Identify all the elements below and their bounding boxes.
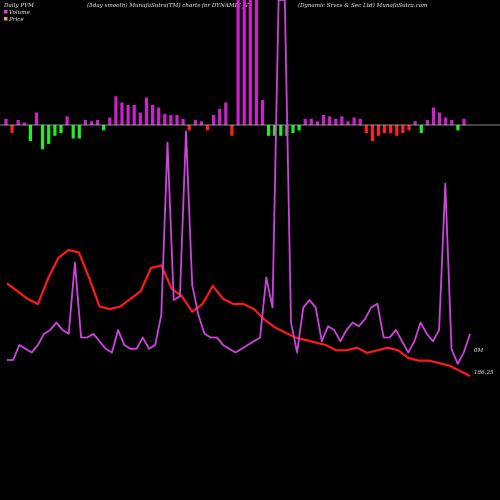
volume-bar (28, 125, 32, 142)
volume-bar (444, 117, 448, 125)
volume-bar (120, 102, 124, 125)
price-end-label: 186.25 (474, 370, 494, 376)
volume-bar (41, 125, 45, 150)
volume-bar (456, 125, 460, 131)
volume-bar (334, 118, 338, 126)
volume-bar (346, 121, 350, 126)
volume-bar (199, 121, 203, 126)
volume-bar (462, 118, 466, 126)
volume-bar (138, 112, 142, 125)
volume-bar (358, 118, 362, 126)
volume-bar (389, 125, 393, 134)
volume-bars (4, 0, 466, 150)
volume-bar (22, 122, 26, 125)
volume-bar (205, 125, 210, 131)
volume-bar (267, 125, 271, 136)
volume-bar (126, 105, 130, 125)
volume-bar (370, 125, 374, 142)
volume-bar (96, 120, 100, 125)
legend-price-label: Price (8, 17, 24, 23)
legend-price-swatch (4, 17, 8, 21)
volume-bar (212, 115, 216, 125)
volume-bar (279, 125, 283, 136)
header-title: (5day smooth) MunafaSutra(TM) charts for… (87, 2, 253, 9)
volume-bar (431, 107, 436, 125)
volume-bar (77, 125, 81, 139)
volume-bar (260, 100, 265, 125)
volume-bar (144, 97, 149, 125)
volume-bar (169, 115, 173, 125)
volume-bar (175, 115, 179, 125)
volume-bar (413, 121, 417, 126)
volume-bar (83, 120, 87, 125)
volume-bar (71, 125, 75, 139)
header-left: Daily PVM (3, 3, 34, 9)
header-source: (Dynamic Srvcs & Sec Ltd) MunafaSutra.co… (298, 2, 427, 9)
volume-bar (321, 115, 326, 125)
volume-bar (376, 125, 381, 136)
volume-bar (59, 125, 63, 134)
volume-bar (157, 107, 161, 125)
volume-end-label: 0M (474, 348, 484, 354)
volume-bar (407, 125, 411, 131)
volume-bar (4, 118, 8, 126)
price-line (6, 248, 471, 377)
volume-bar (425, 120, 429, 125)
volume-bar (291, 125, 295, 134)
volume-bar (47, 125, 51, 144)
volume-bar (53, 125, 57, 136)
volume-bar (340, 116, 344, 126)
volume-bar (242, 0, 246, 125)
volume-bar (315, 121, 319, 126)
volume-bar (181, 118, 185, 126)
volume-bar (218, 108, 222, 126)
volume-bar (236, 0, 240, 125)
volume-bar (34, 112, 39, 125)
volume-bar (108, 117, 112, 125)
volume-bar (328, 116, 332, 126)
volume-bar (273, 125, 277, 136)
volume-bar (352, 117, 356, 125)
volume-bar (395, 125, 399, 136)
volume-bar (65, 116, 69, 126)
volume-bar (102, 125, 106, 131)
volume-bar (224, 102, 228, 125)
volume-bar (309, 118, 313, 126)
volume-bar (450, 120, 454, 125)
volume-bar (303, 118, 307, 126)
legend-volume-label: Volume (9, 10, 31, 16)
volume-bar (401, 125, 405, 134)
legend-volume-swatch (4, 10, 8, 14)
volume-bar (438, 112, 442, 125)
volume-bar (114, 96, 118, 126)
volume-bar (16, 120, 20, 125)
volume-bar (297, 125, 301, 131)
volume-bar (193, 120, 197, 125)
volume-bar (10, 125, 14, 134)
volume-bar (187, 125, 191, 131)
volume-bar (383, 125, 387, 134)
volume-bar (151, 105, 155, 125)
volume-bar (364, 125, 368, 134)
volume-bar (419, 125, 423, 134)
volume-bar (230, 125, 234, 136)
volume-line (7, 0, 471, 365)
volume-bar (163, 113, 167, 126)
volume-bar (254, 0, 258, 125)
volume-bar (89, 121, 94, 126)
volume-bar (248, 0, 252, 125)
volume-bar (132, 105, 136, 125)
